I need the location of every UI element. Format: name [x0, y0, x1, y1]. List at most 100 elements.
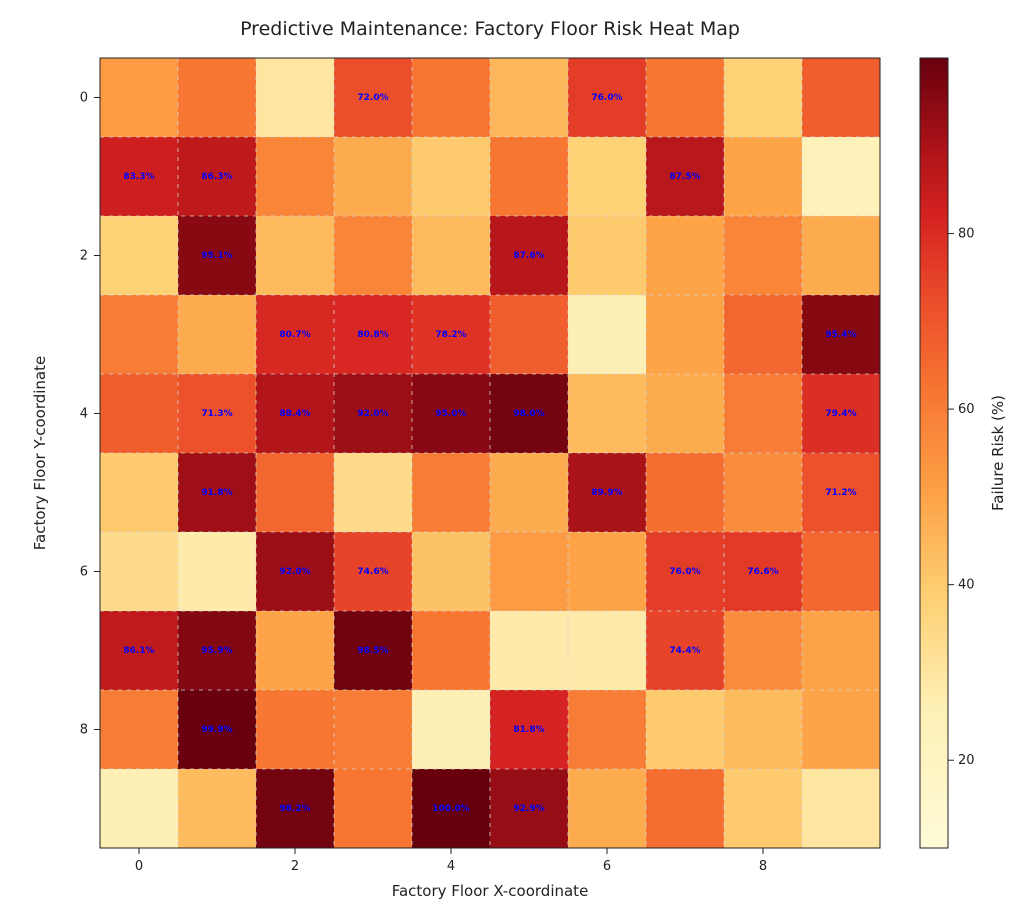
cell-annotation: 74.4% — [669, 646, 700, 656]
heatmap-cell — [568, 374, 646, 453]
heatmap-cell — [490, 58, 568, 137]
cell-annotation: 100.0% — [432, 804, 470, 814]
heatmap-cell — [802, 532, 880, 611]
y-tick-label: 0 — [80, 91, 88, 106]
cell-annotation: 91.8% — [201, 488, 232, 498]
x-tick-label: 2 — [291, 859, 299, 874]
colorbar-label: Failure Risk (%) — [989, 395, 1007, 511]
cell-annotation: 95.1% — [201, 251, 232, 261]
y-tick-label: 4 — [80, 407, 88, 422]
heatmap-cell — [568, 216, 646, 295]
heatmap-cell — [490, 137, 568, 216]
heatmap-cell — [178, 295, 256, 374]
colorbar-tick-label: 40 — [958, 578, 975, 593]
cell-annotation: 98.5% — [357, 646, 388, 656]
cell-annotation: 80.8% — [357, 330, 388, 340]
heatmap-cell — [568, 690, 646, 769]
cell-annotation: 95.4% — [825, 330, 856, 340]
cell-annotation: 76.0% — [669, 567, 700, 577]
heatmap-cell — [490, 532, 568, 611]
heatmap-cell — [334, 769, 412, 848]
heatmap-cell — [100, 769, 178, 848]
heatmap-svg: 72.0%76.0%83.3%86.3%87.5%95.1%87.6%80.7%… — [0, 0, 1024, 908]
heatmap-cell — [724, 58, 802, 137]
heatmap-cell — [724, 216, 802, 295]
heatmap-cell — [100, 690, 178, 769]
heatmap-cell — [724, 611, 802, 690]
cell-annotation: 92.0% — [357, 409, 388, 419]
heatmap-cell — [412, 58, 490, 137]
heatmap-cell — [802, 769, 880, 848]
heatmap-cell — [334, 453, 412, 532]
heatmap-cell — [646, 453, 724, 532]
colorbar-tick-label: 80 — [958, 227, 975, 242]
cell-annotation: 99.9% — [201, 725, 232, 735]
cell-annotation: 86.3% — [201, 172, 232, 182]
heatmap-cell — [256, 453, 334, 532]
heatmap-cell — [490, 453, 568, 532]
x-tick-label: 4 — [447, 859, 455, 874]
heatmap-cell — [100, 374, 178, 453]
heatmap-cell — [568, 532, 646, 611]
cell-annotation: 76.0% — [591, 93, 622, 103]
heatmap-cell — [802, 137, 880, 216]
heatmap-cell — [724, 769, 802, 848]
heatmap-cell — [646, 58, 724, 137]
cell-annotation: 86.1% — [123, 646, 154, 656]
y-tick-label: 8 — [80, 723, 88, 738]
heatmap-cell — [256, 58, 334, 137]
y-axis-label: Factory Floor Y-coordinate — [31, 356, 49, 550]
heatmap-cell — [334, 690, 412, 769]
heatmap-cell — [802, 611, 880, 690]
heatmap-cell — [412, 137, 490, 216]
colorbar-tick-label: 60 — [958, 402, 975, 417]
heatmap-cell — [256, 611, 334, 690]
cell-annotation: 98.2% — [279, 804, 310, 814]
cell-annotation: 98.0% — [513, 409, 544, 419]
heatmap-cell — [256, 216, 334, 295]
heatmap-cell — [412, 611, 490, 690]
cell-annotation: 78.2% — [435, 330, 466, 340]
colorbar-tick-label: 20 — [958, 753, 975, 768]
heatmap-cell — [724, 453, 802, 532]
x-tick-label: 6 — [603, 859, 611, 874]
colorbar — [920, 58, 948, 848]
heatmap-cell — [568, 769, 646, 848]
heatmap-cell — [724, 374, 802, 453]
heatmap-cell — [412, 532, 490, 611]
cell-annotation: 88.4% — [279, 409, 310, 419]
cell-annotation: 71.2% — [825, 488, 856, 498]
heatmap-cell — [256, 137, 334, 216]
heatmap-cell — [178, 532, 256, 611]
heatmap-cell — [178, 58, 256, 137]
y-tick-label: 2 — [80, 249, 88, 264]
heatmap-cell — [568, 137, 646, 216]
heatmap-cell — [178, 769, 256, 848]
heatmap-cell — [646, 216, 724, 295]
heatmap-cell — [724, 690, 802, 769]
cell-annotation: 87.5% — [669, 172, 700, 182]
cell-annotation: 71.3% — [201, 409, 232, 419]
heatmap-cell — [568, 611, 646, 690]
heatmap-cell — [802, 58, 880, 137]
x-tick-label: 8 — [759, 859, 767, 874]
heatmap-cell — [412, 690, 490, 769]
heatmap-cell — [412, 216, 490, 295]
heatmap-cell — [568, 295, 646, 374]
heatmap-cell — [100, 58, 178, 137]
heatmap-cell — [646, 295, 724, 374]
cell-annotation: 95.0% — [435, 409, 466, 419]
cell-annotation: 74.6% — [357, 567, 388, 577]
cell-annotation: 95.9% — [201, 646, 232, 656]
cell-annotation: 83.3% — [123, 172, 154, 182]
cell-annotation: 89.9% — [591, 488, 622, 498]
chart-title: Predictive Maintenance: Factory Floor Ri… — [240, 18, 740, 40]
heatmap-cell — [100, 216, 178, 295]
heatmap-cell — [256, 690, 334, 769]
heatmap-cell — [724, 137, 802, 216]
cell-annotation: 81.8% — [513, 725, 544, 735]
heatmap-cell — [646, 690, 724, 769]
cell-annotation: 92.9% — [513, 804, 544, 814]
cell-annotation: 92.0% — [279, 567, 310, 577]
heatmap-cell — [646, 769, 724, 848]
